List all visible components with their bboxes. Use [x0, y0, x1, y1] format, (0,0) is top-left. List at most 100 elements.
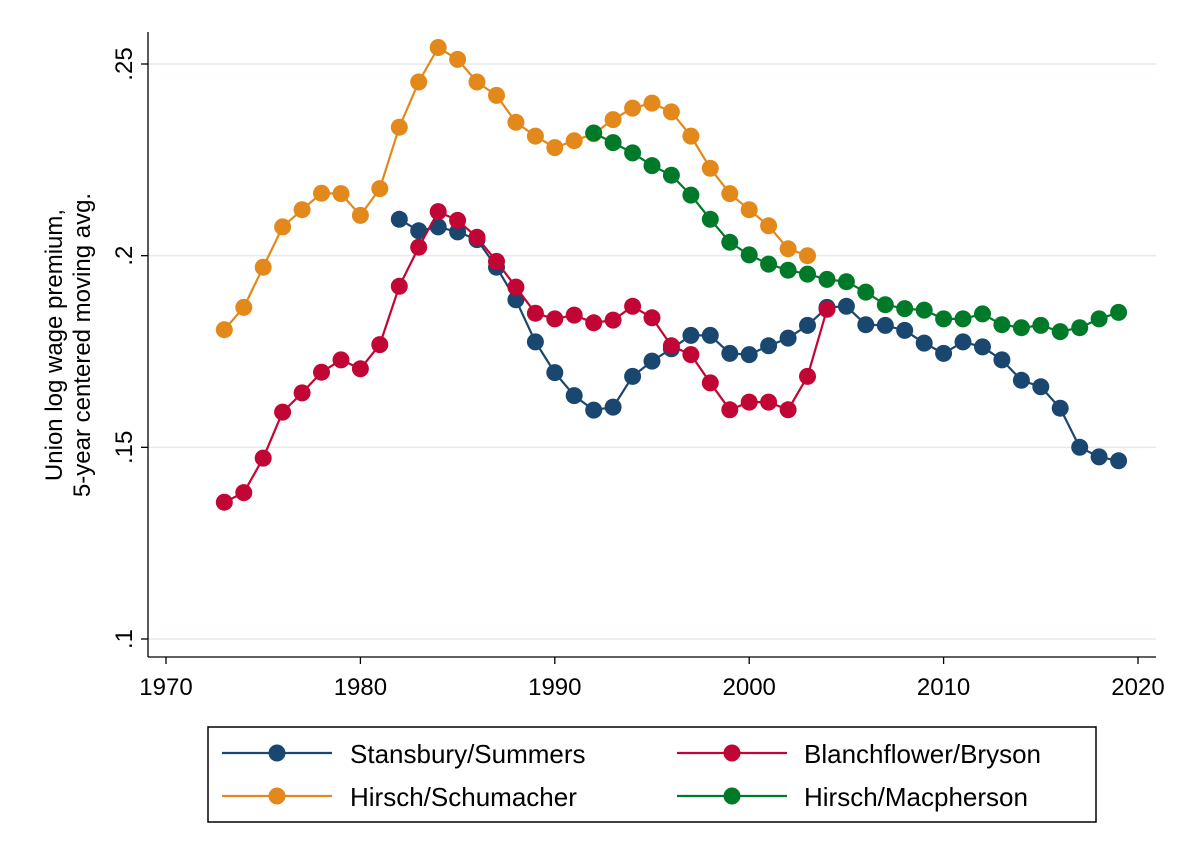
- data-point-hirsch-schumacher: [779, 240, 797, 258]
- data-point-stansbury-summers: [1090, 448, 1108, 466]
- gridlines: [148, 63, 1156, 640]
- data-point-hirsch-schumacher: [701, 159, 719, 177]
- data-point-hirsch-schumacher: [215, 321, 233, 339]
- data-point-blanchflower-bryson: [274, 403, 292, 421]
- data-point-hirsch-macpherson: [857, 283, 875, 301]
- series-stansbury-summers: [390, 210, 1128, 470]
- data-point-blanchflower-bryson: [701, 374, 719, 392]
- data-point-stansbury-summers: [585, 401, 603, 419]
- data-point-stansbury-summers: [507, 291, 525, 309]
- data-point-blanchflower-bryson: [721, 401, 739, 419]
- data-point-blanchflower-bryson: [604, 311, 622, 329]
- data-point-stansbury-summers: [760, 337, 778, 355]
- data-point-blanchflower-bryson: [779, 401, 797, 419]
- data-point-blanchflower-bryson: [449, 211, 467, 229]
- data-point-hirsch-macpherson: [1071, 319, 1089, 337]
- data-point-hirsch-schumacher: [721, 185, 739, 203]
- data-point-hirsch-macpherson: [682, 186, 700, 204]
- data-point-hirsch-schumacher: [313, 184, 330, 202]
- data-point-hirsch-macpherson: [1012, 319, 1030, 337]
- data-point-hirsch-macpherson: [624, 144, 642, 162]
- data-point-hirsch-macpherson: [876, 296, 894, 314]
- data-point-hirsch-schumacher: [624, 99, 642, 117]
- data-point-blanchflower-bryson: [546, 310, 564, 328]
- data-point-stansbury-summers: [721, 344, 739, 362]
- data-point-blanchflower-bryson: [740, 393, 758, 411]
- data-point-stansbury-summers: [604, 398, 622, 416]
- y-tick-label: .15: [111, 431, 138, 464]
- x-tick-label: 2010: [917, 674, 970, 701]
- legend-marker-stansbury-summers: [268, 744, 286, 762]
- data-point-blanchflower-bryson: [293, 384, 311, 402]
- axes: [147, 32, 1156, 658]
- data-point-stansbury-summers: [429, 218, 447, 236]
- data-point-stansbury-summers: [837, 297, 855, 315]
- data-point-stansbury-summers: [896, 321, 914, 339]
- series-line-hirsch-macpherson: [593, 132, 1119, 333]
- data-point-blanchflower-bryson: [215, 493, 233, 511]
- data-point-hirsch-macpherson: [896, 300, 914, 318]
- legend-marker-hirsch-schumacher: [268, 787, 286, 805]
- data-point-blanchflower-bryson: [818, 300, 836, 318]
- data-point-blanchflower-bryson: [332, 351, 350, 369]
- y-tick-label: .25: [111, 47, 138, 80]
- data-point-hirsch-schumacher: [643, 94, 661, 112]
- data-point-hirsch-macpherson: [935, 310, 953, 328]
- x-tick-label: 2020: [1111, 674, 1164, 701]
- data-point-blanchflower-bryson: [429, 203, 447, 221]
- legend-label-hirsch-schumacher: Hirsch/Schumacher: [350, 782, 577, 812]
- series-layer: [215, 39, 1128, 511]
- data-point-blanchflower-bryson: [410, 238, 428, 256]
- data-point-stansbury-summers: [565, 387, 583, 405]
- legend-label-hirsch-macpherson: Hirsch/Macpherson: [804, 782, 1028, 812]
- data-point-stansbury-summers: [1110, 452, 1128, 470]
- data-point-stansbury-summers: [915, 334, 933, 352]
- y-tick-label: .2: [111, 246, 138, 266]
- data-point-blanchflower-bryson: [624, 297, 642, 315]
- data-point-blanchflower-bryson: [760, 393, 778, 411]
- data-point-hirsch-schumacher: [488, 86, 505, 104]
- x-tick-label: 1990: [528, 674, 581, 701]
- data-point-hirsch-schumacher: [371, 180, 389, 198]
- data-point-stansbury-summers: [624, 367, 642, 385]
- data-point-hirsch-schumacher: [351, 206, 369, 224]
- data-point-blanchflower-bryson: [351, 360, 369, 378]
- data-point-blanchflower-bryson: [254, 449, 272, 467]
- data-point-stansbury-summers: [857, 316, 875, 334]
- data-point-hirsch-schumacher: [760, 217, 778, 235]
- data-point-hirsch-schumacher: [274, 218, 292, 236]
- data-point-stansbury-summers: [526, 333, 544, 351]
- data-point-stansbury-summers: [799, 316, 816, 334]
- data-point-hirsch-schumacher: [254, 258, 272, 276]
- y-axis-title-line-2: 5-year centered moving avg.: [69, 193, 96, 497]
- data-point-hirsch-macpherson: [643, 157, 661, 175]
- legend-marker-blanchflower-bryson: [723, 744, 741, 762]
- data-point-hirsch-macpherson: [799, 265, 816, 283]
- data-point-stansbury-summers: [701, 326, 719, 344]
- data-point-blanchflower-bryson: [565, 306, 583, 324]
- data-point-blanchflower-bryson: [682, 346, 700, 364]
- data-point-hirsch-schumacher: [332, 185, 350, 203]
- data-point-blanchflower-bryson: [643, 309, 661, 327]
- data-point-hirsch-macpherson: [701, 210, 719, 228]
- data-point-hirsch-macpherson: [915, 301, 933, 319]
- y-tick-label: .1: [111, 629, 138, 649]
- x-tick-label: 1980: [334, 674, 387, 701]
- data-point-stansbury-summers: [643, 352, 661, 370]
- data-point-blanchflower-bryson: [585, 314, 603, 332]
- data-point-stansbury-summers: [935, 344, 953, 362]
- data-point-stansbury-summers: [1071, 438, 1089, 456]
- legend-label-blanchflower-bryson: Blanchflower/Bryson: [804, 739, 1041, 769]
- data-point-hirsch-schumacher: [449, 50, 467, 68]
- data-point-hirsch-macpherson: [837, 273, 855, 291]
- data-point-stansbury-summers: [410, 222, 428, 240]
- data-point-hirsch-macpherson: [1090, 310, 1108, 328]
- data-point-blanchflower-bryson: [799, 367, 816, 385]
- legend-entry-hirsch-macpherson: Hirsch/Macpherson: [677, 782, 1028, 812]
- data-point-blanchflower-bryson: [313, 363, 330, 381]
- data-point-hirsch-macpherson: [740, 246, 758, 264]
- data-point-hirsch-macpherson: [954, 310, 972, 328]
- legend-entry-stansbury-summers: Stansbury/Summers: [222, 739, 586, 769]
